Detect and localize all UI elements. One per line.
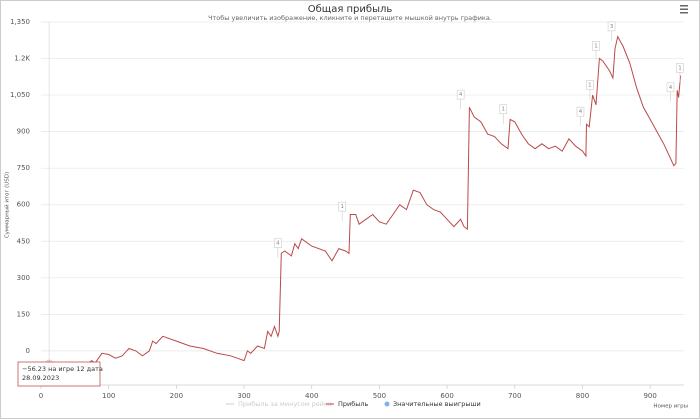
flag-label: 4 — [579, 109, 583, 115]
flag-label: 1 — [678, 65, 682, 71]
flag[interactable] — [607, 21, 616, 32]
flag[interactable] — [338, 201, 346, 212]
chart-title: Общая прибыль — [308, 4, 393, 15]
flag-label: 1 — [340, 204, 344, 210]
x-tick-label: 900 — [643, 392, 656, 400]
y-tick-label: 1.2K — [14, 55, 30, 63]
legend-item[interactable]: Прибыль — [338, 400, 369, 408]
y-tick-label: 150 — [17, 310, 30, 318]
y-tick-label: 900 — [17, 128, 30, 136]
x-tick-label: 0 — [39, 392, 43, 400]
tooltip-text: −56.23 на игре 12 дата — [22, 365, 103, 373]
y-tick-label: 1,350 — [10, 18, 30, 26]
x-tick-label: 800 — [576, 392, 589, 400]
flag[interactable] — [274, 238, 282, 248]
x-tick-label: 500 — [373, 392, 386, 400]
x-axis-title: Номер игры — [653, 404, 688, 410]
flag[interactable] — [676, 62, 684, 73]
x-tick-label: 400 — [305, 392, 318, 400]
x-tick-label: 600 — [440, 392, 453, 400]
flag-label: 4 — [669, 85, 673, 91]
legend-item[interactable]: Прибыль за минусом рейка — [238, 400, 332, 408]
y-tick-label: 450 — [17, 237, 30, 245]
profit-line — [49, 35, 682, 371]
y-tick-label: 300 — [17, 274, 30, 282]
flag[interactable] — [586, 80, 594, 90]
y-tick-label: 0 — [26, 347, 30, 355]
flag[interactable] — [456, 89, 465, 100]
flag-label: 4 — [276, 241, 280, 247]
flag-label: 4 — [459, 92, 463, 98]
flag[interactable] — [666, 82, 675, 93]
flag-label: 3 — [610, 24, 614, 30]
y-tick-label: 1,050 — [10, 91, 30, 99]
legend-symbol — [384, 401, 390, 407]
menu-button[interactable] — [680, 5, 688, 14]
flag[interactable] — [499, 104, 508, 115]
flag[interactable] — [576, 106, 585, 117]
flag-label: 1 — [588, 82, 592, 88]
flag-label: 1 — [594, 43, 598, 49]
flag-label: 1 — [502, 107, 506, 113]
legend-item[interactable]: Значительные выигрыши — [393, 400, 481, 408]
tooltip — [17, 361, 101, 387]
chart-subtitle: Чтобы увеличить изображение, кликните и … — [208, 14, 492, 22]
tooltip-text: 28.09.2023 — [22, 374, 59, 382]
y-tick-label: 600 — [17, 201, 30, 209]
y-tick-label: 750 — [17, 164, 30, 172]
flag[interactable] — [592, 41, 600, 51]
x-tick-label: 700 — [508, 392, 521, 400]
x-tick-label: 200 — [170, 392, 183, 400]
x-tick-label: 300 — [237, 392, 250, 400]
x-tick-label: 100 — [102, 392, 115, 400]
y-axis-title: Суммарный итог (USD) — [4, 172, 11, 238]
